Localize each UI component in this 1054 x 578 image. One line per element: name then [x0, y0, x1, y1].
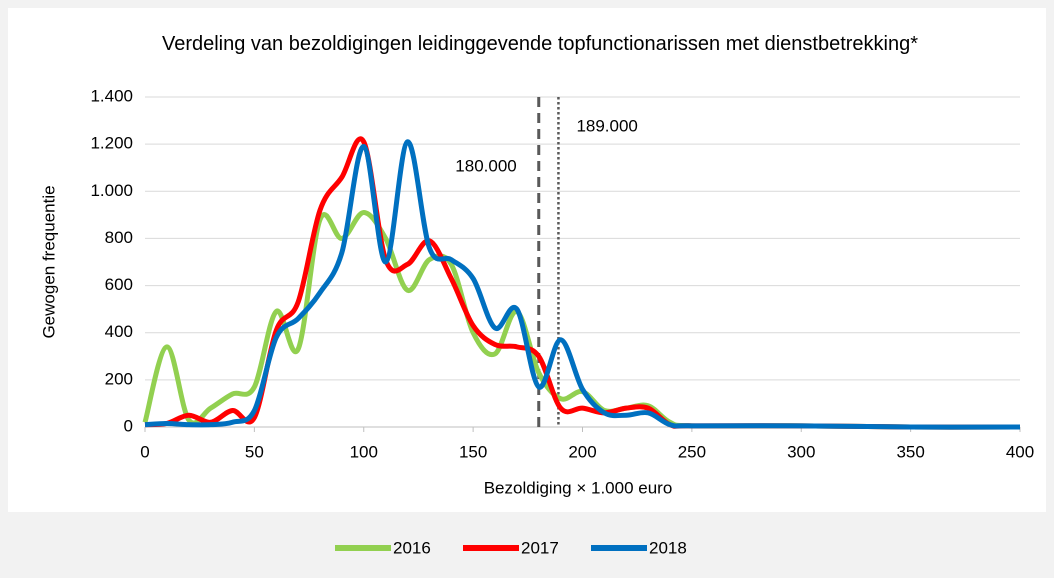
legend-label: 2016 — [393, 538, 431, 557]
chart-title: Verdeling van bezoldigingen leidinggeven… — [161, 33, 919, 55]
y-tick-label: 400 — [105, 322, 133, 341]
y-tick-label: 1.400 — [90, 86, 133, 105]
legend-label: 2018 — [649, 538, 687, 557]
y-tick-label: 0 — [124, 416, 133, 435]
x-tick-label: 300 — [787, 442, 815, 461]
y-axis-label: Gewogen frequentie — [39, 185, 58, 338]
y-tick-label: 1.200 — [90, 134, 133, 153]
y-tick-label: 1.000 — [90, 181, 133, 200]
y-tick-label: 200 — [105, 369, 133, 388]
chart-area — [8, 8, 1046, 512]
legend-label: 2017 — [521, 538, 559, 557]
x-axis-label: Bezoldiging × 1.000 euro — [484, 478, 673, 497]
annotation-label: 189.000 — [576, 116, 637, 135]
x-tick-label: 250 — [678, 442, 706, 461]
series-line — [144, 139, 1021, 430]
x-tick-label: 400 — [1006, 442, 1034, 461]
y-tick-label: 600 — [105, 275, 133, 294]
x-tick-label: 50 — [245, 442, 264, 461]
x-tick-label: 200 — [568, 442, 596, 461]
x-tick-label: 350 — [896, 442, 924, 461]
annotation-label: 180.000 — [455, 156, 516, 175]
x-tick-label: 100 — [350, 442, 378, 461]
x-tick-label: 0 — [140, 442, 149, 461]
y-tick-label: 800 — [105, 228, 133, 247]
x-tick-label: 150 — [459, 442, 487, 461]
